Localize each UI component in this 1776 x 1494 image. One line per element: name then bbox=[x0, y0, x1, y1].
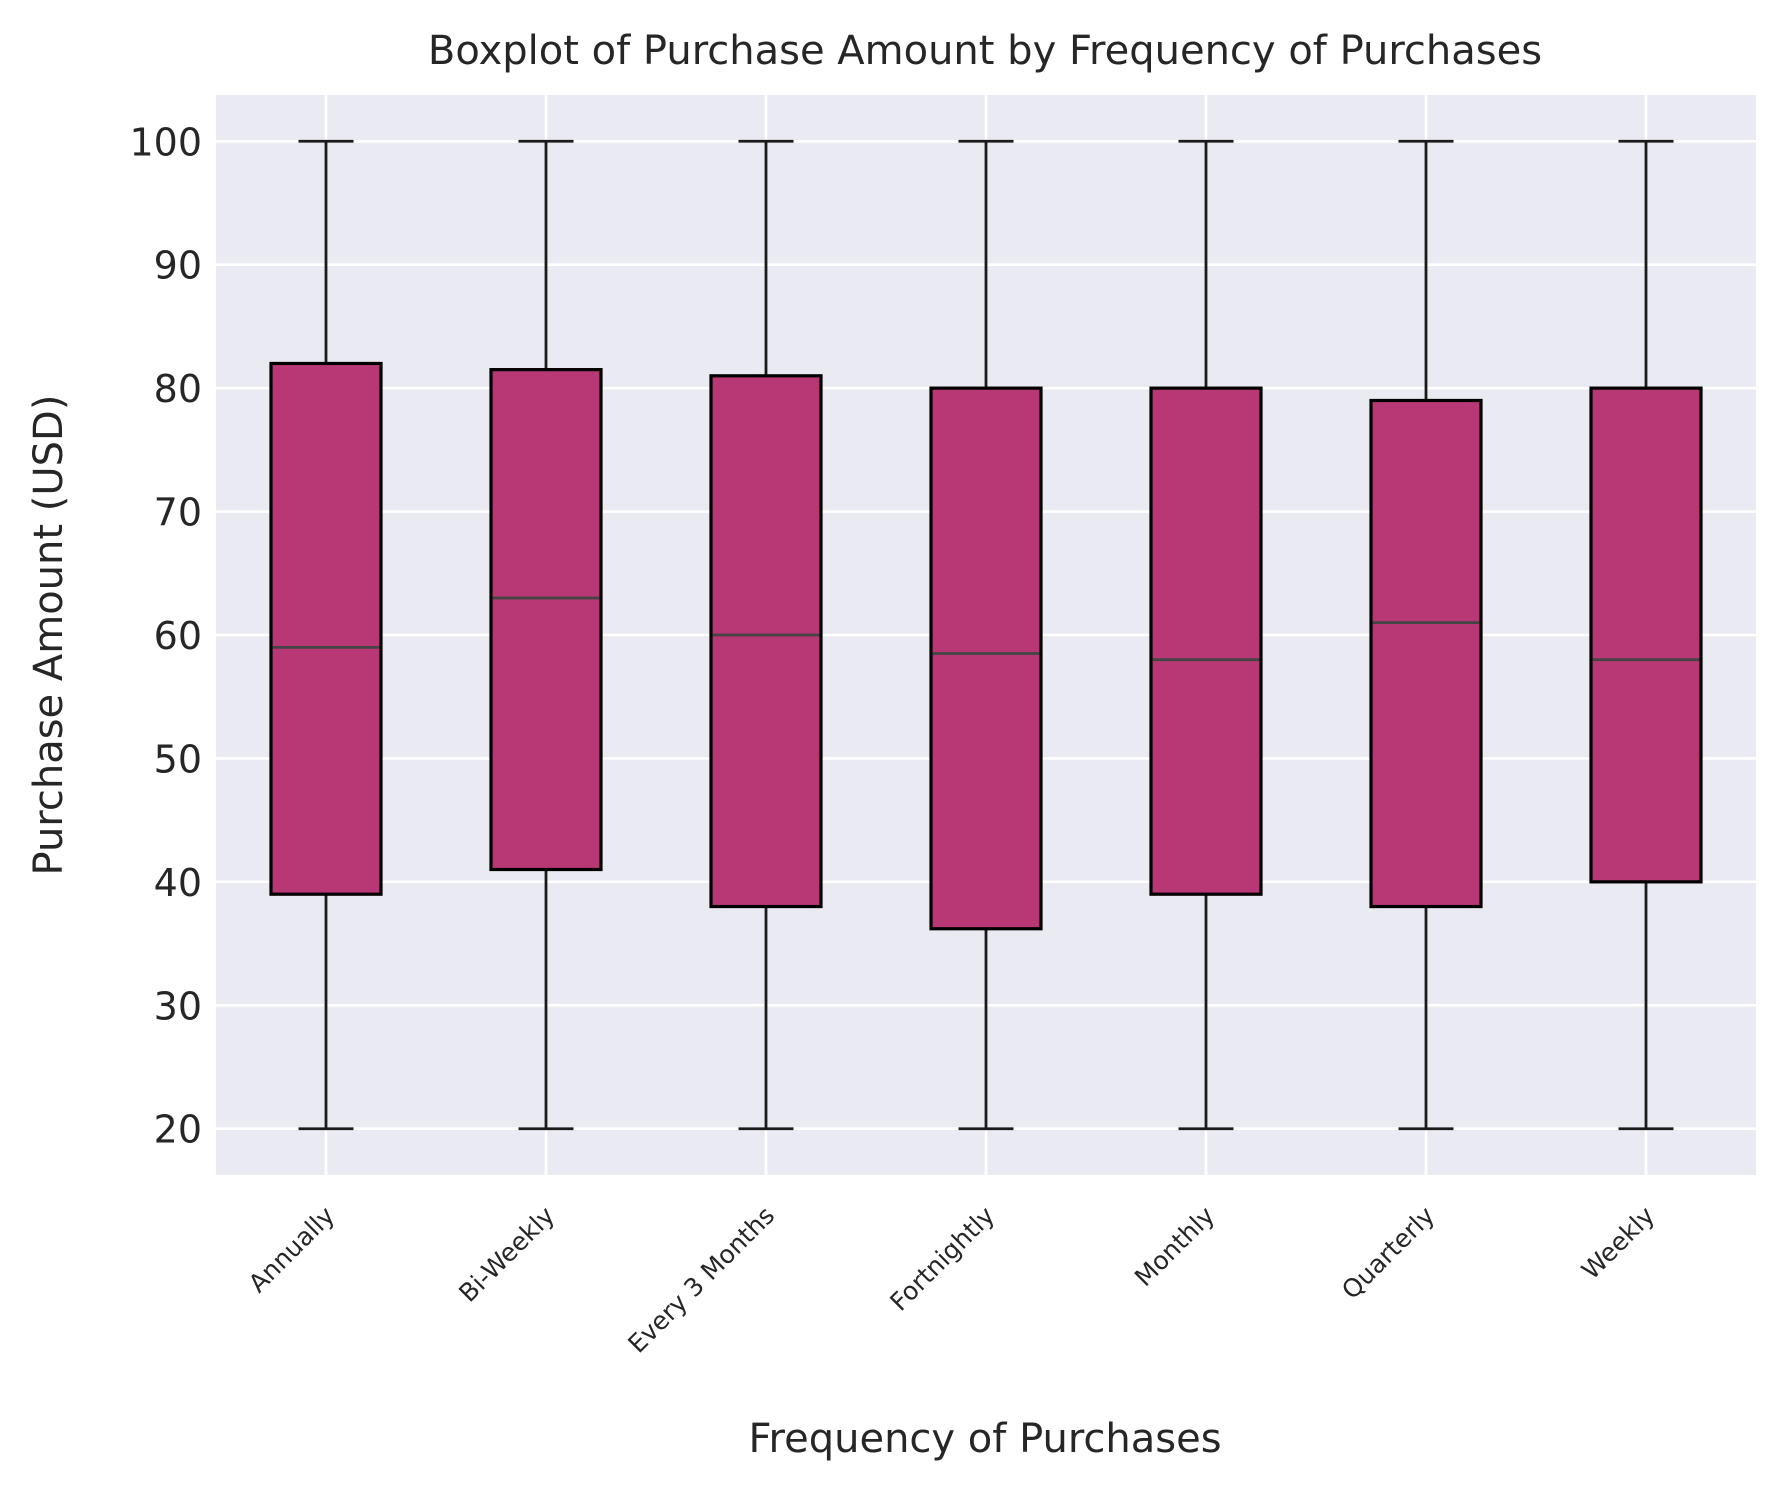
y-tick-label: 40 bbox=[154, 861, 202, 905]
y-tick-label: 30 bbox=[154, 984, 202, 1028]
y-tick-label: 90 bbox=[154, 244, 202, 288]
y-tick-label: 80 bbox=[154, 367, 202, 411]
iqr-box bbox=[269, 361, 383, 896]
box-annually bbox=[269, 139, 383, 1131]
y-tick-label: 50 bbox=[154, 737, 202, 781]
y-tick-label: 60 bbox=[154, 614, 202, 658]
box-quarterly bbox=[1369, 139, 1483, 1131]
iqr-box bbox=[1589, 386, 1703, 884]
box-fortnightly bbox=[929, 139, 1043, 1131]
y-tick-label: 100 bbox=[129, 120, 202, 164]
box-every-3-months bbox=[709, 139, 823, 1131]
iqr-box bbox=[929, 386, 1043, 931]
chart-title: Boxplot of Purchase Amount by Frequency … bbox=[428, 28, 1542, 74]
y-tick-label: 20 bbox=[154, 1108, 202, 1152]
iqr-box bbox=[489, 368, 603, 872]
y-tick-labels: 20 30 40 50 60 70 80 90 100 bbox=[129, 120, 202, 1151]
x-axis-label: Frequency of Purchases bbox=[748, 1416, 1221, 1462]
box-series bbox=[269, 139, 1703, 1131]
iqr-box bbox=[1369, 398, 1483, 909]
iqr-box bbox=[1149, 386, 1263, 896]
box-weekly bbox=[1589, 139, 1703, 1131]
box-bi-weekly bbox=[489, 139, 603, 1131]
box-monthly bbox=[1149, 139, 1263, 1131]
iqr-box bbox=[709, 374, 823, 909]
y-axis-label: Purchase Amount (USD) bbox=[26, 395, 72, 876]
y-tick-label: 70 bbox=[154, 491, 202, 535]
